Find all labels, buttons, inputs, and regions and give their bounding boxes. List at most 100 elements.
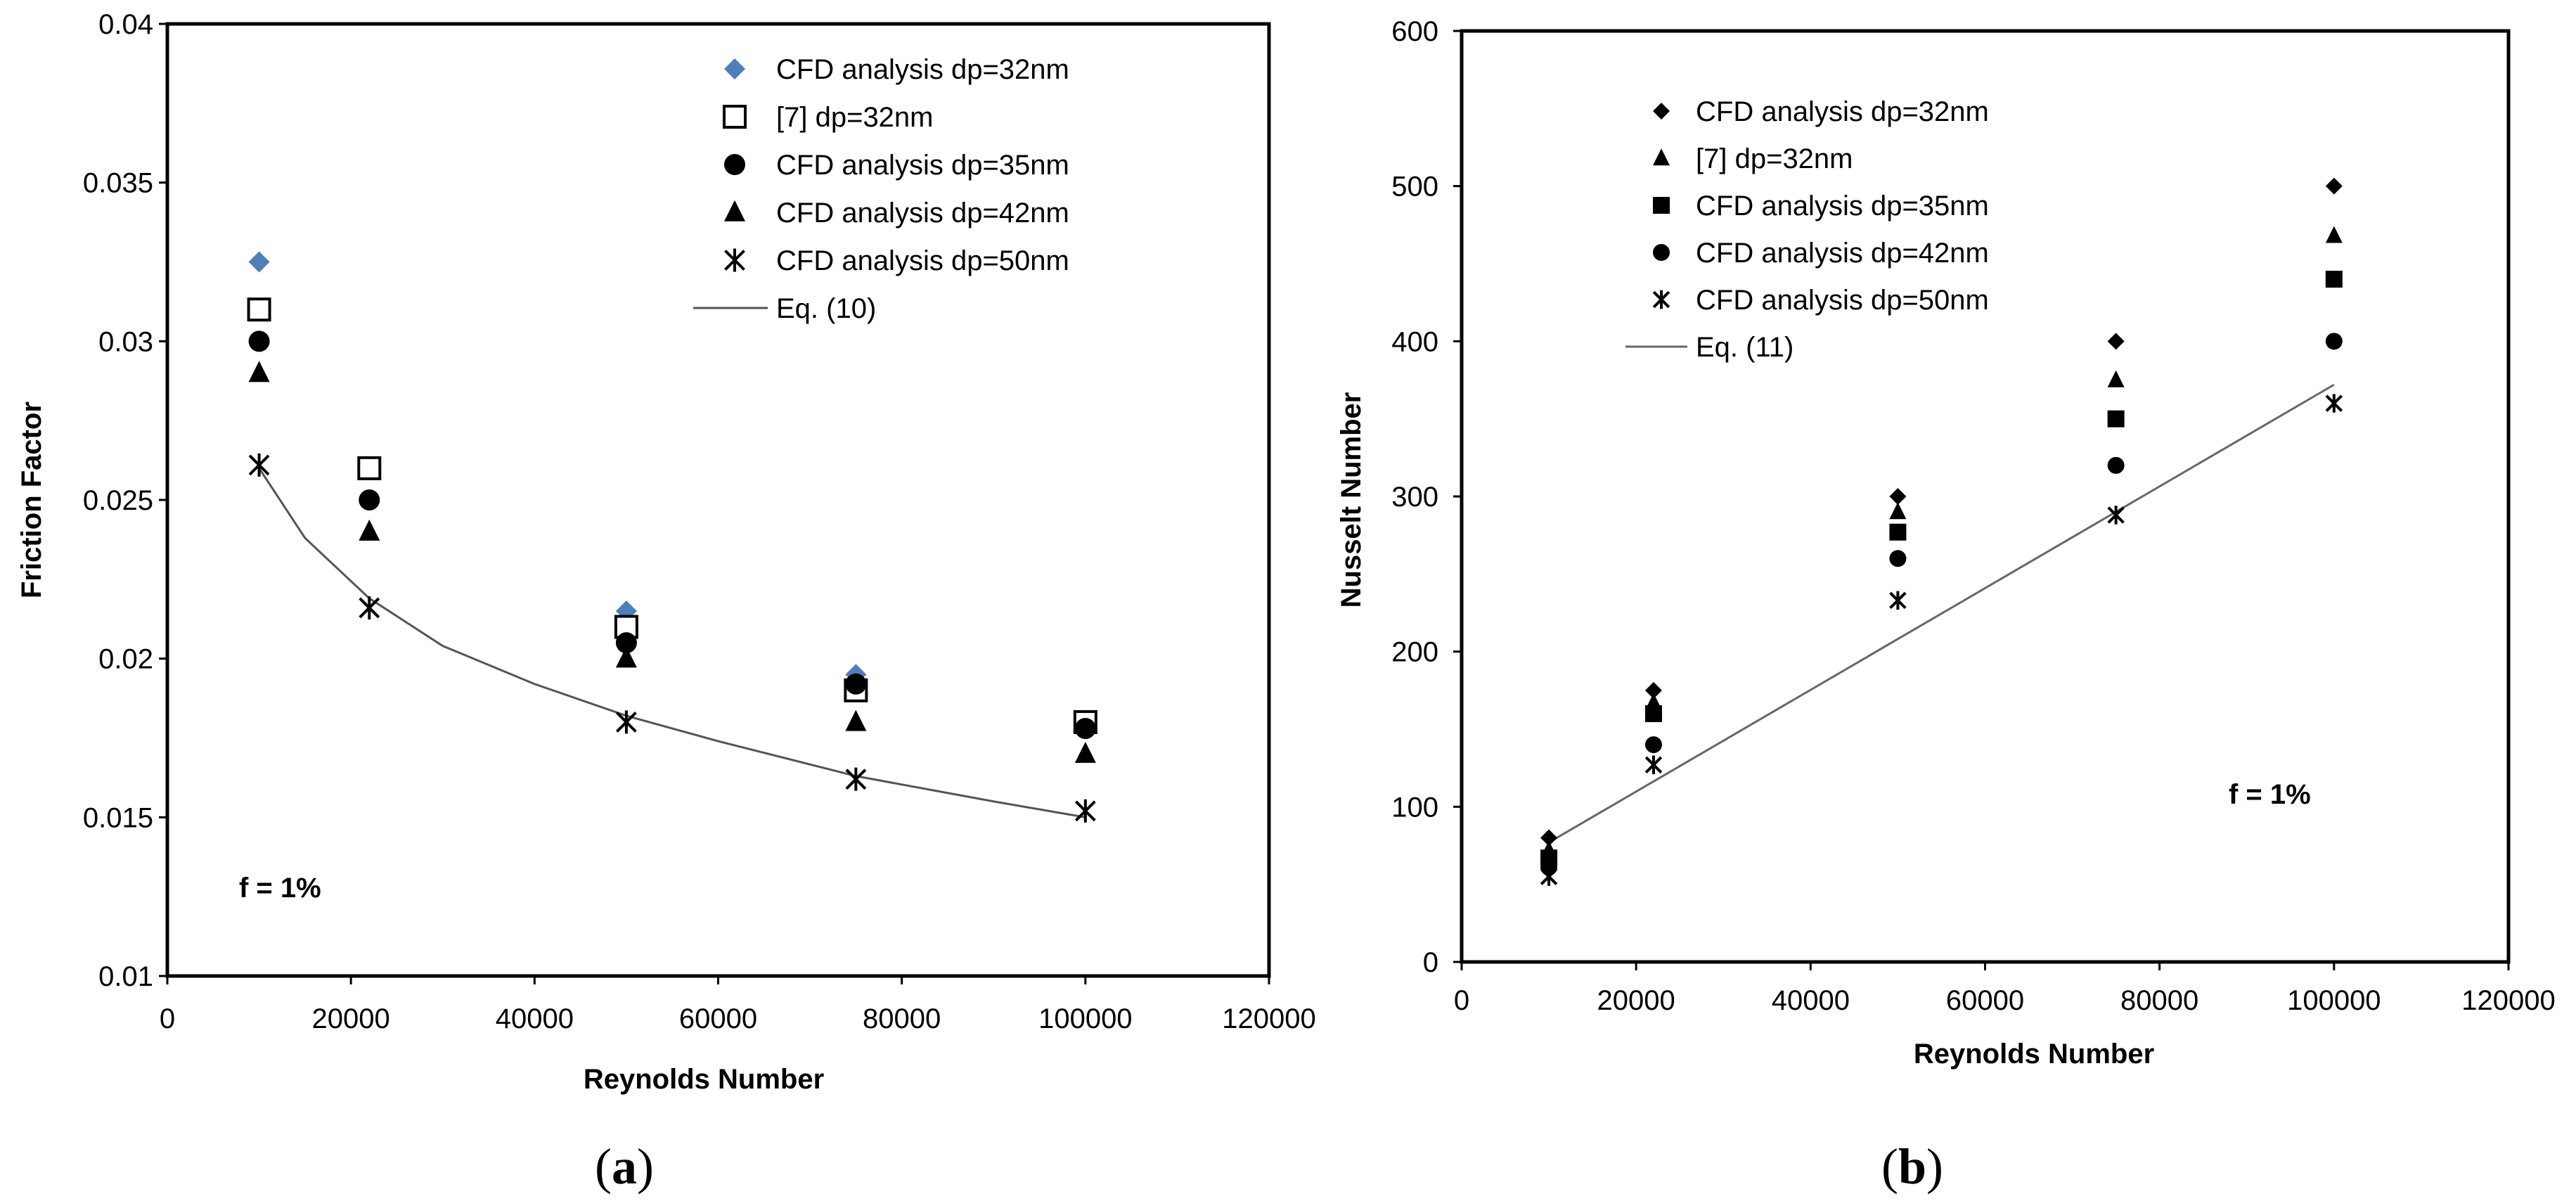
chart-a-point-diamond xyxy=(248,251,270,273)
chart-a-fit-line xyxy=(258,468,1086,818)
chart-b-legend-marker xyxy=(1653,197,1670,214)
chart-b-legend-marker xyxy=(1652,290,1670,309)
chart-b-point-square xyxy=(1889,523,1907,541)
chart-a-x-tick-label: 100000 xyxy=(1038,1003,1132,1034)
chart-a-y-tick-label: 0.04 xyxy=(98,9,153,40)
chart-a-panel-label-open-paren: ( xyxy=(595,1138,612,1195)
chart-a-panel-label-close-paren: ) xyxy=(637,1138,654,1195)
chart-a-point-triangle xyxy=(248,361,270,383)
chart-b-legend-label: CFD analysis dp=35nm xyxy=(1696,191,1989,221)
chart-b-legend-label: CFD analysis dp=50nm xyxy=(1696,285,1989,316)
chart-a-legend-marker xyxy=(724,248,745,272)
chart-a-x-tick-label: 80000 xyxy=(863,1003,941,1034)
chart-b-point-diamond xyxy=(1644,681,1662,699)
chart-b-legend-marker xyxy=(1653,148,1670,166)
chart-b-point-circle xyxy=(2325,333,2343,350)
chart-b-point-diamond xyxy=(2325,177,2343,195)
chart-b-point-triangle xyxy=(1889,502,1907,520)
chart-b-legend-label: [7] dp=32nm xyxy=(1696,143,1853,174)
chart-b-point-star xyxy=(2107,506,2125,525)
chart-a-x-tick-label: 60000 xyxy=(679,1003,757,1034)
chart-a-legend-label: CFD analysis dp=50nm xyxy=(776,245,1069,276)
chart-a-y-tick-label: 0.025 xyxy=(83,485,153,516)
chart-b-legend: CFD analysis dp=32nm [7] dp=32nm CFD analy… xyxy=(1625,96,1989,363)
chart-a-plot-frame xyxy=(165,22,1271,978)
chart-b-x-tick-label: 40000 xyxy=(1772,985,1850,1016)
chart-b-point-triangle xyxy=(2325,226,2343,243)
chart-b-x-tick-label: 20000 xyxy=(1597,985,1675,1016)
chart-b-x-tick-label: 80000 xyxy=(2120,985,2198,1016)
chart-b-plot-frame xyxy=(1460,29,2511,964)
chart-a-x-tick-label: 20000 xyxy=(312,1003,390,1034)
chart-a-x-axis-label: Reynolds Number xyxy=(584,1064,824,1095)
chart-b-point-circle xyxy=(1644,736,1662,754)
chart-a-legend: CFD analysis dp=32nm [7] dp=32nm CFD analy… xyxy=(693,54,1069,324)
chart-a-point-triangle xyxy=(1074,741,1096,763)
chart-b-x-tick-label: 0 xyxy=(1454,985,1469,1016)
chart-b-x-tick-label: 60000 xyxy=(1946,985,2024,1016)
chart-b-x-tick-label: 120000 xyxy=(2461,985,2555,1016)
chart-b-x-axis: 0 20000 40000 60000 80000 100000 120000 xyxy=(1454,962,2556,1016)
chart-b-legend-marker xyxy=(1653,103,1670,120)
chart-a-point-circle xyxy=(359,489,380,510)
chart-b-series-line xyxy=(1548,383,2335,844)
chart-a-x-tick-label: 0 xyxy=(160,1003,175,1034)
chart-a-annotation: f = 1% xyxy=(239,873,321,904)
chart-b-point-diamond xyxy=(1889,488,1907,505)
chart-b-point-diamond xyxy=(2107,333,2125,350)
chart-a-y-tick-label: 0.035 xyxy=(83,168,153,199)
chart-b-y-tick-label: 600 xyxy=(1391,16,1438,47)
chart-b-point-square xyxy=(2325,271,2343,288)
chart-b-point-circle xyxy=(2107,456,2125,474)
chart-b-y-axis: 0 100 200 300 400 500 600 xyxy=(1391,16,1462,978)
chart-b-y-tick-label: 400 xyxy=(1391,326,1438,357)
chart-a-point-square-open xyxy=(247,297,271,322)
chart-a-point-star xyxy=(845,767,867,791)
chart-b-point-diamond xyxy=(1540,829,1558,847)
chart-a-y-tick-label: 0.02 xyxy=(98,644,153,675)
chart-b-y-tick-label: 100 xyxy=(1391,792,1438,823)
chart-b-marks xyxy=(1540,177,2343,886)
chart-a-legend-marker xyxy=(724,58,745,79)
chart-a-y-axis-label: Friction Factor xyxy=(16,402,47,598)
chart-b-annotation: f = 1% xyxy=(2229,779,2311,810)
chart-b-legend-label: Eq. (11) xyxy=(1696,332,1793,363)
chart-a-point-circle xyxy=(248,330,270,352)
chart-b-legend-label: CFD analysis dp=32nm xyxy=(1696,96,1989,127)
chart-b-x-tick-label: 100000 xyxy=(2287,985,2381,1016)
chart-a-point-triangle xyxy=(615,646,637,668)
chart-b-y-tick-label: 300 xyxy=(1391,482,1438,513)
chart-a-point-star xyxy=(1074,799,1096,823)
chart-b-point-star xyxy=(1644,755,1663,774)
chart-a-legend-label: [7] dp=32nm xyxy=(776,102,934,133)
chart-a-point-triangle xyxy=(359,519,380,541)
chart-a-point-star xyxy=(616,710,637,734)
chart-a-legend-label: Eq. (10) xyxy=(776,293,876,324)
chart-a-legend-label: CFD analysis dp=35nm xyxy=(776,150,1069,181)
chart-b-point-triangle xyxy=(2107,370,2125,387)
chart-a-y-tick-label: 0.03 xyxy=(98,326,153,357)
chart-a-point-circle xyxy=(1074,717,1096,739)
chart-a-point-circle xyxy=(845,673,867,695)
chart-a-legend-label: CFD analysis dp=42nm xyxy=(776,198,1069,229)
chart-a-marks xyxy=(247,251,1097,823)
chart-a-legend-label: CFD analysis dp=32nm xyxy=(776,54,1069,85)
chart-b-panel-label-close-paren: ) xyxy=(1926,1138,1943,1195)
chart-a-y-tick-label: 0.015 xyxy=(83,802,153,833)
chart-a-legend-marker xyxy=(724,154,745,175)
chart-b-x-axis-label: Reynolds Number xyxy=(1914,1039,2154,1070)
chart-b-point-star xyxy=(2325,394,2343,413)
chart-a: 0.01 0.015 0.02 0.025 0.03 0.035 0.04 0 20000 40… xyxy=(16,9,1316,1195)
chart-a-point-star xyxy=(248,453,270,477)
chart-b-point-square xyxy=(1644,705,1662,722)
chart-b-legend-label: CFD analysis dp=42nm xyxy=(1696,238,1989,269)
chart-a-point-square-open xyxy=(357,456,382,480)
chart-b-y-axis-label: Nusselt Number xyxy=(1336,392,1367,608)
chart-a-x-tick-label: 40000 xyxy=(496,1003,574,1034)
chart-a-legend-marker xyxy=(723,105,747,129)
chart-a-series-line xyxy=(258,468,1086,818)
chart-b-fit-line xyxy=(1548,383,2335,844)
chart-b-point-circle xyxy=(1889,550,1907,567)
chart-a-y-tick-label: 0.01 xyxy=(98,961,153,992)
